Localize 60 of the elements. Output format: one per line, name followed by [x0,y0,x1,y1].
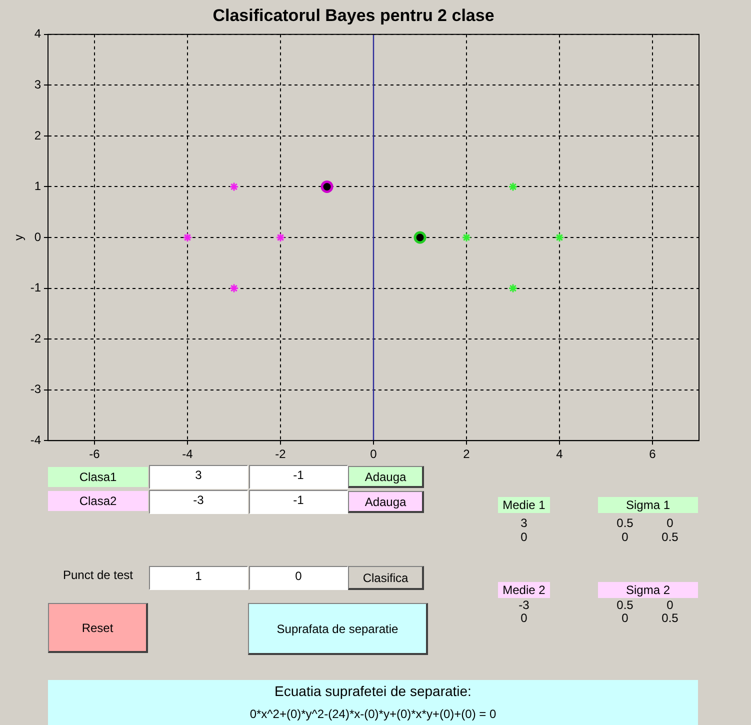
text: Punct de test [62,567,134,584]
y-tick-label: -2 [30,331,42,346]
y-tick-label: -1 [30,280,42,295]
text: Sigma 2 [598,582,698,598]
x-tick-label: 4 [556,447,564,462]
x-tick-label: -4 [182,447,194,462]
text: 0.5 [660,530,680,544]
point [508,284,518,294]
point [462,232,472,242]
text: Medie 1 [498,497,550,513]
text: 0 [520,611,528,625]
text: Clasifica [348,566,424,590]
chart-title: Clasificatorul Bayes pentru 2 clase [212,6,494,25]
text: 0*x^2+(0)*y^2-(24)*x-(0)*y+(0)*x*y+(0)+(0) = 0 [48,702,698,725]
text: 3 [520,516,528,530]
y-tick-label: -3 [30,382,42,396]
text: 0.5 [660,611,680,625]
y-tick-label: 1 [34,179,42,194]
y-tick-label: 2 [34,128,42,142]
text: 0.5 [616,516,634,530]
text: Medie 2 [498,582,550,598]
text: -3 [518,598,530,612]
x-tick-label: 6 [649,447,656,462]
text: -1 [249,465,348,489]
text: 1 [149,566,248,590]
x-tick-label: -2 [275,447,286,462]
text: Reset [48,603,148,653]
text: 0 [666,516,674,530]
text: Sigma 1 [598,497,698,513]
y-tick-label: -4 [30,432,42,447]
point [508,182,518,192]
y-tick-label: 0 [34,230,42,244]
point [229,284,239,294]
text: -1 [249,490,348,514]
text: 0 [620,611,630,625]
y-tick-label: 3 [34,77,42,92]
point [320,180,334,193]
text: Adauga [348,491,424,513]
text: 0 [620,530,630,544]
text: 0 [520,530,528,544]
point [554,232,564,242]
x-tick-label: 0 [370,447,378,462]
y-tick-label: 4 [34,26,42,41]
text: 3 [149,465,248,489]
text: Clasa2 [48,491,148,511]
point [182,232,192,242]
text: 0.5 [616,598,634,612]
y-axis-title: y [12,234,26,240]
text: 0 [666,598,674,612]
text: Suprafata de separatie [248,603,428,655]
text: 0 [249,566,348,590]
x-tick-label: -6 [89,447,100,462]
point [276,232,286,242]
text: -3 [149,490,248,514]
x-tick-label: 2 [463,447,470,462]
text: Adauga [348,466,424,488]
text: Clasa1 [48,467,148,487]
text: Ecuatia suprafetei de separatie: [48,680,698,702]
point [229,182,239,192]
point [414,231,426,244]
